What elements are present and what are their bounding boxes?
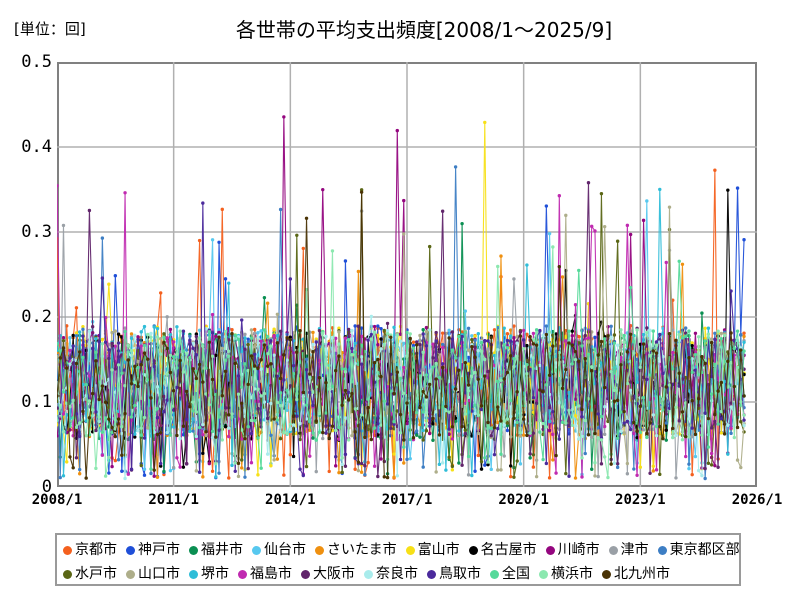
legend-marker-icon [539,569,548,579]
legend-label: 奈良市 [376,566,418,582]
legend-marker-icon [63,569,72,579]
legend-item[interactable]: 名古屋市 [468,542,537,558]
x-tick-label: 2017/1 [381,492,433,508]
legend-marker-icon [427,569,436,579]
legend-label: 水戸市 [75,566,117,582]
x-tick-label: 2023/1 [615,492,666,508]
x-tick-label: 2008/1 [31,492,83,508]
y-tick-label: 0.3 [21,222,52,242]
x-tick-label: 2026/1 [731,492,783,508]
legend-label: 福井市 [201,542,243,558]
legend-label: 名古屋市 [480,542,537,558]
legend-item[interactable]: 福島市 [238,567,292,581]
legend-label: 川崎市 [557,542,600,558]
legend-item[interactable]: 川崎市 [545,542,600,558]
legend-marker-icon [189,545,198,555]
legend-item[interactable]: 津市 [608,542,649,558]
legend-item[interactable]: 全国 [490,567,530,581]
legend-marker-icon [126,545,135,555]
legend-item[interactable]: 京都市 [63,543,117,557]
legend-marker-icon [238,569,247,579]
legend-item[interactable]: 富山市 [405,542,460,558]
legend-label: 堺市 [201,566,229,582]
legend-item[interactable]: 鳥取市 [427,567,481,581]
chart-title: 各世帯の平均支出頻度[2008/1〜2025/9] [235,18,613,42]
unit-label: [単位：回] [14,20,86,38]
y-tick-label: 0.4 [21,137,52,157]
legend-item[interactable]: さいたま市 [315,543,397,557]
y-tick-label: 0.5 [21,52,52,72]
legend-label: 山口市 [138,566,180,582]
y-tick-label: 0.1 [21,392,52,412]
legend-label: 全国 [502,566,530,582]
legend-label: 仙台市 [264,542,306,558]
legend-marker-icon [63,545,72,555]
legend-item[interactable]: 山口市 [126,567,180,581]
legend-label: 津市 [620,542,649,558]
chart-plot-svg [57,62,757,487]
legend-label: 北九州市 [614,566,670,582]
legend-row: 京都市 神戸市 福井市 仙台市 さいたま市 富山市 名古屋市 川崎市 津市 東京都区部 [63,538,740,562]
legend-label: 鳥取市 [439,566,481,582]
y-tick-label: 0 [41,477,52,497]
legend-marker-icon [189,569,198,579]
legend-marker-icon [490,569,499,579]
legend-marker-icon [608,545,618,555]
legend-marker-icon [301,569,310,579]
plot-area-wrapper [57,62,757,487]
legend-marker-icon [657,545,667,555]
legend-marker-icon [405,545,415,555]
legend-item[interactable]: 仙台市 [252,543,306,557]
legend-label: 横浜市 [551,566,593,582]
legend-label: さいたま市 [327,542,397,558]
legend-label: 東京都区部 [669,542,740,558]
legend-item[interactable]: 北九州市 [602,567,670,581]
legend-marker-icon [602,569,611,579]
legend-label: 大阪市 [313,566,355,582]
legend-row: 水戸市 山口市 堺市 福島市 大阪市 奈良市 鳥取市 全国 横浜市 北九州市 [63,562,733,586]
legend-item[interactable]: 奈良市 [364,567,418,581]
x-tick-label: 2020/1 [498,492,549,508]
legend-marker-icon [468,545,478,555]
legend-marker-icon [315,545,324,555]
legend-item[interactable]: 水戸市 [63,567,117,581]
data-series-group [57,115,746,480]
legend-item[interactable]: 神戸市 [126,543,180,557]
legend-marker-icon [364,569,373,579]
x-tick-label: 2014/1 [265,492,316,508]
data-series [57,190,746,479]
y-tick-label: 0.2 [21,307,52,327]
legend-item[interactable]: 堺市 [189,567,229,581]
legend-marker-icon [545,545,555,555]
chart-legend: 京都市 神戸市 福井市 仙台市 さいたま市 富山市 名古屋市 川崎市 津市 東京都区部水戸市 山口市… [55,533,741,586]
legend-item[interactable]: 福井市 [189,543,243,557]
legend-item[interactable]: 大阪市 [301,567,355,581]
legend-label: 福島市 [250,566,292,582]
x-tick-label: 2011/1 [148,492,199,508]
legend-label: 神戸市 [138,542,180,558]
legend-marker-icon [252,545,261,555]
legend-item[interactable]: 横浜市 [539,567,593,581]
legend-label: 京都市 [75,542,117,558]
legend-marker-icon [126,569,135,579]
legend-label: 富山市 [417,542,460,558]
legend-item[interactable]: 東京都区部 [657,542,740,558]
